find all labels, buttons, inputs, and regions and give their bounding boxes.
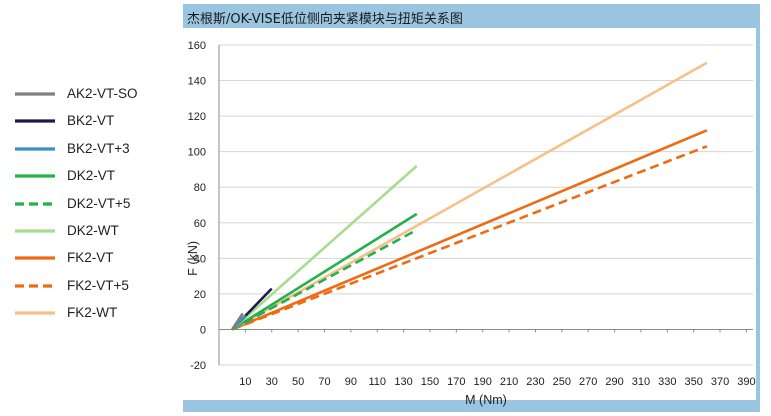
- chart-plot: -20 0 20 40 60 80 100 120 140 160 10 30 50 70 90 110 130…: [186, 40, 756, 407]
- series-line-fk2-wt: [231, 61, 708, 331]
- x-tick-label: 150: [421, 376, 439, 388]
- x-tick-label: 330: [658, 376, 676, 388]
- series-line-fk2-vt: [231, 129, 708, 331]
- legend-label: BK2-VT+3: [67, 140, 130, 156]
- legend-item: DK2-VT: [0, 166, 178, 186]
- x-tick-label: 70: [318, 376, 330, 388]
- x-tick-label: 30: [266, 376, 278, 388]
- y-tick-label: 40: [194, 253, 206, 265]
- legend-label: FK2-VT+5: [67, 277, 129, 293]
- legend-swatch: [15, 174, 55, 178]
- legend-item: BK2-VT: [0, 111, 178, 131]
- legend-label: BK2-VT: [67, 113, 115, 129]
- x-tick-label: 310: [632, 376, 650, 388]
- legend-item: DK2-WT: [0, 221, 178, 241]
- legend-item: DK2-VT+5: [0, 194, 178, 214]
- x-tick-label: 350: [684, 376, 702, 388]
- x-tick-label: 130: [394, 376, 412, 388]
- legend-label: DK2-VT: [67, 168, 116, 184]
- legend-label: AK2-VT-SO: [67, 86, 138, 101]
- chart-title-bar: 杰根斯/OK-VISE低位侧向夹紧模块与扭矩关系图: [183, 4, 760, 28]
- legend-swatch: [15, 147, 55, 151]
- series-line-ak2-vt-so: [231, 312, 244, 331]
- y-tick-label: 0: [200, 324, 206, 336]
- legend-label: FK2-VT: [67, 250, 114, 266]
- series-line-fk2-vt-5: [231, 145, 708, 331]
- x-tick-label: 190: [474, 376, 492, 388]
- legend-item: FK2-VT: [0, 248, 178, 268]
- series-line-dk2-wt: [231, 164, 418, 331]
- x-tick-label: 110: [368, 376, 386, 388]
- y-tick-label: -20: [190, 360, 206, 372]
- y-tick-label: 80: [194, 182, 206, 194]
- y-tick-label: 100: [188, 147, 206, 159]
- legend-label: DK2-WT: [67, 223, 119, 238]
- x-tick-label: 50: [292, 376, 304, 388]
- x-tick-label: 290: [605, 376, 623, 388]
- legend-swatch: [15, 119, 55, 123]
- legend-swatch: [15, 229, 55, 233]
- chart-panel-right-border: [756, 28, 760, 400]
- x-tick-label: 170: [447, 376, 465, 388]
- legend-swatch: [15, 92, 55, 96]
- series-line-dk2-vt-5: [231, 228, 418, 331]
- y-axis-title: F (kN): [186, 241, 200, 276]
- x-tick-label: 270: [579, 376, 597, 388]
- legend-swatch: [15, 201, 55, 206]
- legend-item: FK2-WT: [0, 303, 178, 323]
- y-tick-label: 60: [194, 218, 206, 230]
- legend-label: FK2-WT: [67, 305, 118, 321]
- x-tick-label: 90: [345, 376, 357, 388]
- legend-item: BK2-VT+3: [0, 139, 178, 159]
- chart-panel: 杰根斯/OK-VISE低位侧向夹紧模块与扭矩关系图 -20 0 20 40 60 80 10…: [183, 4, 760, 412]
- legend-swatch: [15, 284, 55, 288]
- x-tick-label: 390: [737, 376, 755, 388]
- x-tick-label: 230: [526, 376, 544, 388]
- y-tick-label: 160: [188, 40, 206, 52]
- y-tick-label: 20: [194, 289, 206, 301]
- legend-label: DK2-VT+5: [67, 195, 131, 211]
- x-tick-label: 370: [711, 376, 729, 388]
- x-tick-label: 10: [239, 376, 251, 388]
- x-tick-label: 250: [553, 376, 571, 388]
- legend-swatch: [15, 311, 55, 315]
- chart-panel-bottom-bar: [183, 400, 760, 412]
- legend-swatch: [15, 256, 55, 260]
- y-tick-label: 140: [188, 76, 206, 88]
- series-line-dk2-vt: [231, 212, 418, 331]
- legend-item: AK2-VT-SO: [0, 84, 178, 104]
- legend-item: FK2-VT+5: [0, 276, 178, 296]
- x-tick-label: 210: [500, 376, 518, 388]
- chart-title: 杰根斯/OK-VISE低位侧向夹紧模块与扭矩关系图: [187, 12, 463, 27]
- y-tick-label: 120: [188, 111, 206, 123]
- x-axis-title: M (Nm): [465, 393, 507, 407]
